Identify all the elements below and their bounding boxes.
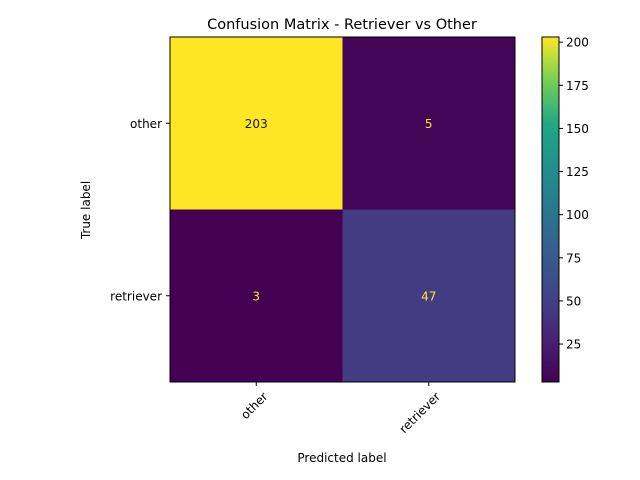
x-tick-label: retriever xyxy=(397,389,444,436)
colorbar-tick-label: 150 xyxy=(566,122,589,136)
colorbar-tick-label: 125 xyxy=(566,165,589,179)
y-axis-ticks: other retriever xyxy=(110,117,170,303)
colorbar-tick-label: 100 xyxy=(566,208,589,222)
heatmap-cell-1-1 xyxy=(342,209,516,383)
cell-value-label: 5 xyxy=(425,117,433,131)
heatmap-cell-1-0 xyxy=(170,209,343,383)
x-tick-label: other xyxy=(238,389,271,422)
y-tick-label: other xyxy=(130,117,162,131)
colorbar-tick-label: 175 xyxy=(566,79,589,93)
colorbar-tick-label: 75 xyxy=(566,251,581,265)
colorbar-tick-label: 25 xyxy=(566,338,581,352)
x-axis-label: Predicted label xyxy=(297,451,386,465)
plot-frame xyxy=(169,36,516,383)
y-tick-label: retriever xyxy=(110,289,162,303)
colorbar-tick-label: 200 xyxy=(566,36,589,50)
cell-value-label: 3 xyxy=(252,289,260,303)
heatmap-cells xyxy=(170,37,516,383)
heatmap-cell-labels: 203 5 3 47 xyxy=(245,117,437,304)
colorbar-ticks: 25 50 75 100 125 150 175 200 xyxy=(559,36,589,352)
cell-value-label: 47 xyxy=(421,289,436,303)
heatmap-cell-0-0 xyxy=(170,37,343,210)
cell-value-label: 203 xyxy=(245,117,268,131)
chart-title: Confusion Matrix - Retriever vs Other xyxy=(207,17,477,33)
colorbar xyxy=(541,36,560,383)
heatmap-cell-0-1 xyxy=(342,37,516,210)
x-axis-ticks: other retriever xyxy=(238,382,443,436)
y-axis-label: True label xyxy=(79,181,93,240)
colorbar-tick-label: 50 xyxy=(566,294,581,308)
